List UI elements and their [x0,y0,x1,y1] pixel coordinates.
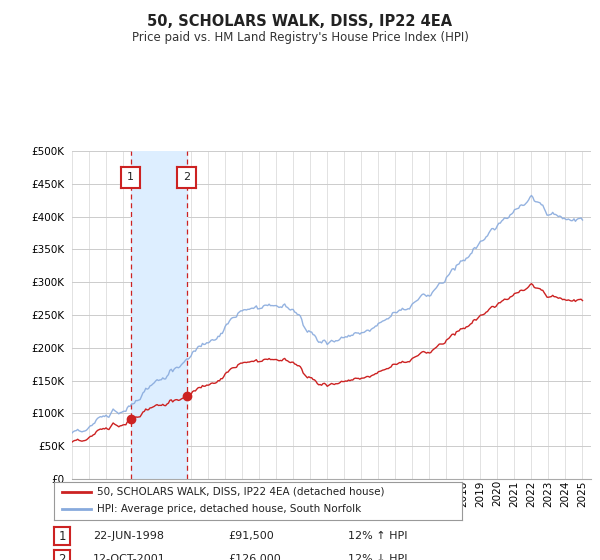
Text: 12-OCT-2001: 12-OCT-2001 [93,554,166,560]
Bar [131,151,187,479]
Text: Price paid vs. HM Land Registry's House Price Index (HPI): Price paid vs. HM Land Registry's House … [131,31,469,44]
Text: 2: 2 [183,172,190,183]
Text: £91,500: £91,500 [228,531,274,541]
Text: HPI: Average price, detached house, South Norfolk: HPI: Average price, detached house, Sout… [97,505,361,515]
Text: £126,000: £126,000 [228,554,281,560]
Text: 1: 1 [127,172,134,183]
Text: 50, SCHOLARS WALK, DISS, IP22 4EA (detached house): 50, SCHOLARS WALK, DISS, IP22 4EA (detac… [97,487,385,497]
Text: 50, SCHOLARS WALK, DISS, IP22 4EA: 50, SCHOLARS WALK, DISS, IP22 4EA [148,14,452,29]
Text: 1: 1 [58,530,66,543]
Text: 22-JUN-1998: 22-JUN-1998 [93,531,164,541]
Text: 12% ↓ HPI: 12% ↓ HPI [348,554,407,560]
Text: 2: 2 [58,553,66,560]
Text: 12% ↑ HPI: 12% ↑ HPI [348,531,407,541]
